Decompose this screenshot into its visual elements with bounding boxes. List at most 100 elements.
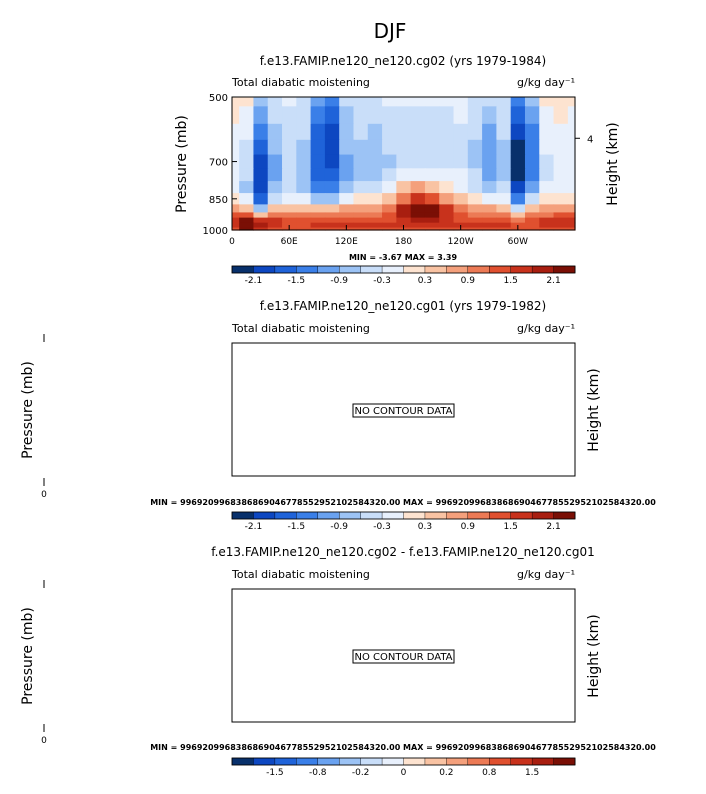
heatmap-cell [496,222,512,229]
panel-3-ytick-0: 0 [41,736,47,746]
colorbar-swatch [424,511,447,520]
heatmap-cell [453,181,469,194]
heatmap-cell [482,168,497,182]
heatmap-cell [310,212,326,219]
colorbar-swatch [553,757,576,766]
heatmap-cell [467,97,483,107]
heatmap-cell [553,227,569,231]
panel-3-ylabel: Pressure (mb) [20,607,36,705]
colorbar-swatch [360,511,383,520]
heatmap-cell [232,227,240,231]
heatmap-cell [553,181,569,194]
heatmap-cell [510,97,526,107]
colorbar-swatch [296,757,319,766]
heatmap-cell [439,222,455,229]
heatmap-cell [296,168,312,182]
heatmap-cell [467,204,483,214]
panel-3-no-data-text: NO CONTOUR DATA [354,652,452,663]
heatmap-cell [382,222,397,229]
heatmap-cell [324,212,340,219]
colorbar-outline [231,757,576,766]
colorbar-swatch [231,511,254,520]
heatmap-cell [267,106,283,125]
heatmap-cell [232,217,240,224]
heatmap-cell [424,168,440,182]
heatmap-cell [496,97,512,107]
panel-2: f.e13.FAMIP.ne120_ne120.cg01 (yrs 1979-1… [20,299,656,532]
heatmap-cell [310,193,326,205]
heatmap-cell [467,181,483,194]
heatmap-cell [282,139,297,156]
heatmap-cell [396,204,412,214]
heatmap-cell [396,154,412,169]
heatmap-cell [267,227,283,231]
heatmap-cell [232,97,240,107]
heatmap-cell [553,139,569,156]
heatmap-cell [524,193,540,205]
heatmap-cell [567,217,576,224]
heatmap-cell [424,139,440,156]
heatmap-cell [239,123,255,141]
heatmap-cell [324,97,340,107]
heatmap-cell [282,212,297,219]
colorbar-label: 0 [401,768,407,778]
heatmap-cell [324,123,340,141]
heatmap-cell [367,181,383,194]
heatmap-cell [382,212,397,219]
y-tick-label: 1000 [203,226,228,237]
panel-2-field-label: Total diabatic moistening [231,322,370,335]
heatmap-cell [439,212,455,219]
heatmap-cell [482,212,497,219]
colorbar-swatch [381,511,404,520]
heatmap-cell [467,123,483,141]
y-tick-label: 700 [209,158,228,169]
heatmap-cell [567,212,576,219]
colorbar-swatch [274,511,297,520]
heatmap-cell [482,139,497,156]
heatmap-cell [282,181,297,194]
colorbar-swatch [489,757,512,766]
heatmap-cell [353,222,369,229]
heatmap-cell [410,222,426,229]
heatmap-cell [282,168,297,182]
heatmap-cell [267,222,283,229]
heatmap-cell [453,193,469,205]
colorbar-label: 0.8 [482,768,497,778]
heatmap-cell [553,204,569,214]
heatmap-cell [467,168,483,182]
heatmap-cell [439,106,455,125]
colorbar-label: -1.5 [288,276,306,286]
heatmap-cell [382,193,397,205]
colorbar-outline [231,265,576,274]
panel-1-ylabel: Pressure (mb) [174,115,190,213]
heatmap-cell [339,217,355,224]
heatmap-cell [353,181,369,194]
heatmap-cell [553,97,569,107]
heatmap-cell [424,217,440,224]
colorbar-swatch [531,757,555,766]
heatmap-cell [567,154,576,169]
heatmap-cell [267,154,283,169]
heatmap-cell [239,181,255,194]
heatmap-cell [439,154,455,169]
heatmap-cell [382,227,397,231]
heatmap-cell [310,168,326,182]
x-tick-label: 0 [229,237,235,247]
heatmap-cell [367,123,383,141]
colorbar-swatch [338,265,362,274]
panel-2-ytick-0: 0 [41,490,47,500]
heatmap-cell [353,193,369,205]
heatmap-cell [353,139,369,156]
x-tick-label: 120E [335,237,358,247]
y-tick-label: 850 [209,195,228,206]
heatmap-cell [539,193,555,205]
heatmap-cell [339,154,355,169]
heatmap-cell [439,204,455,214]
heatmap-cell [239,222,255,229]
heatmap-cell [439,227,455,231]
colorbar-swatch [531,265,555,274]
panel-3-no-data-box [352,649,455,664]
heatmap-cell [510,139,526,156]
heatmap-cell [367,106,383,125]
